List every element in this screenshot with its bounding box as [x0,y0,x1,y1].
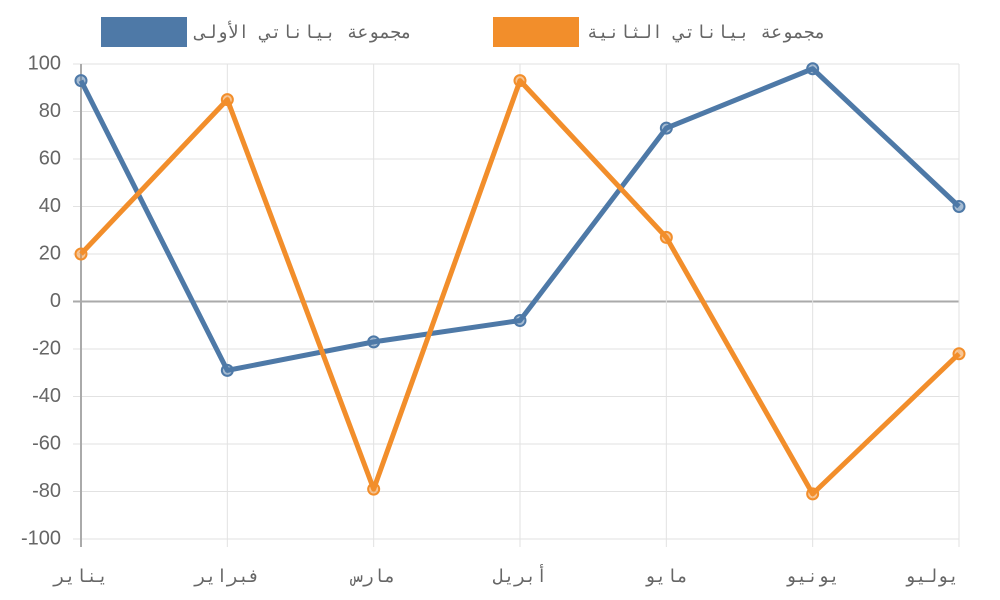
point [806,62,820,76]
point [513,314,527,327]
point [220,363,234,377]
x-tick-label: فبراير [193,566,260,587]
x-tick-label: يوليو [905,566,959,587]
y-tick-label: -80 [32,480,61,502]
legend-label: مجموعة بياناتي الأولى [193,21,412,43]
point [952,200,966,213]
legend-label: مجموعة بياناتي الثانية [587,22,825,43]
y-tick-label: -40 [32,385,61,407]
point [952,347,966,361]
y-tick-label: 100 [28,52,61,74]
point [659,121,673,135]
y-tick-label: 60 [39,147,61,169]
legend-swatch [493,17,579,47]
y-tick-label: -60 [32,432,61,454]
x-tick-label: أبريل [493,564,547,587]
y-tick-label: 40 [39,195,61,217]
x-tick-label: مايو [645,566,688,587]
point [74,74,88,88]
x-tick-label: يونيو [786,566,840,587]
y-tick-label: 0 [50,290,61,312]
point [806,487,820,501]
point [513,74,527,88]
point [367,335,381,349]
legend-swatch [101,17,187,47]
x-tick-label: مارس [349,566,395,587]
y-tick-label: 80 [39,100,61,122]
y-tick-label: -100 [21,527,61,549]
y-tick-label: -20 [32,337,61,359]
point [367,482,381,496]
point [74,247,88,261]
point [659,230,673,244]
y-tick-label: 20 [39,242,61,264]
point [220,93,234,107]
x-tick-label: يناير [52,566,108,587]
